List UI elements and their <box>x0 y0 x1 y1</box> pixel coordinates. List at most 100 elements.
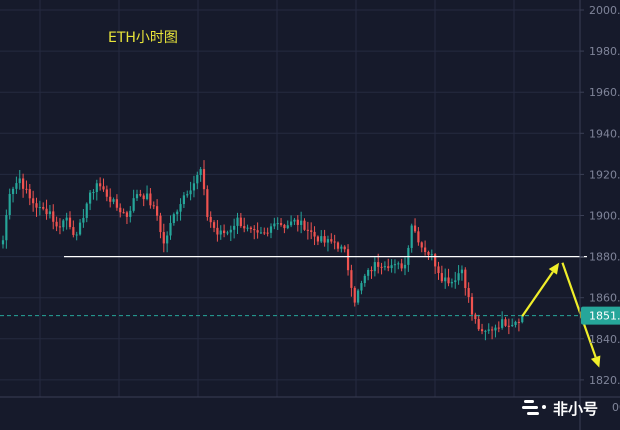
candle-body-down <box>253 228 256 231</box>
candle-body-up <box>501 319 504 328</box>
candle-body-down <box>336 242 340 249</box>
candle-body-down <box>387 266 390 269</box>
candle-body-up <box>494 327 497 331</box>
candle-body-up <box>393 264 397 266</box>
candle-body-down <box>239 217 242 227</box>
candle-body-down <box>480 329 484 332</box>
candle-body-up <box>65 217 68 221</box>
logo-bar <box>522 406 538 409</box>
candle-body-down <box>417 231 420 243</box>
candle-body-down <box>477 319 480 330</box>
candle-body-down <box>303 220 306 230</box>
candle-body-up <box>11 188 15 195</box>
price-axis-label: 1980.0 <box>589 45 620 58</box>
price-axis-label: 2000.0 <box>589 4 620 17</box>
candle-body-up <box>363 275 366 284</box>
candle-body-up <box>450 282 453 284</box>
candle-body-up <box>511 324 514 326</box>
logo-bar <box>527 412 539 415</box>
candle-body-down <box>517 321 520 323</box>
candle-body-up <box>293 219 296 222</box>
trend-arrow-shaft <box>521 271 554 317</box>
candle-body-up <box>410 225 413 248</box>
candle-body-down <box>413 225 417 232</box>
candle-body-up <box>397 263 400 265</box>
candle-body-up <box>246 227 249 229</box>
price-axis-label: 1820.0 <box>589 374 620 387</box>
candle-body-up <box>269 226 273 233</box>
candle-body-up <box>444 277 447 282</box>
candle-body-down <box>310 230 313 232</box>
candle-body-up <box>192 183 196 191</box>
candle-body-down <box>420 242 423 248</box>
candle-body-down <box>507 325 510 327</box>
candle-body-down <box>58 226 62 228</box>
candle-body-up <box>89 192 92 204</box>
candle-body-down <box>434 254 437 267</box>
candle-body-down <box>72 227 75 235</box>
price-axis-label: 1960.0 <box>589 86 620 99</box>
candle-body-up <box>132 198 135 211</box>
candle-body-down <box>149 193 152 206</box>
candle-body-up <box>196 174 199 184</box>
price-axis: 2000.0 1980.0 1960.0 1940.0 1920.0 1900.0 1880… <box>580 4 620 387</box>
candle-body-down <box>316 236 319 242</box>
logo-bar <box>524 400 534 403</box>
candle-body-down <box>504 319 507 326</box>
price-axis-label: 1860.0 <box>589 292 620 305</box>
candle-body-down <box>491 329 494 331</box>
candle-body-up <box>219 230 222 235</box>
candle-body-up <box>373 262 376 272</box>
candle-body-down <box>333 241 336 243</box>
candle-body-up <box>383 266 386 268</box>
candle-body-down <box>152 205 155 207</box>
candle-body-up <box>487 329 490 331</box>
candle-body-up <box>403 264 407 269</box>
candle-body-up <box>95 183 98 193</box>
candle-body-up <box>176 211 179 215</box>
candle-body-up <box>75 234 78 236</box>
candle-body-down <box>447 277 450 284</box>
candle-body-down <box>283 224 286 229</box>
candle-body-down <box>32 198 35 204</box>
candle-body-down <box>109 196 112 202</box>
candle-body-up <box>290 221 293 226</box>
candle-body-up <box>169 222 172 236</box>
feixiaohao-logo-icon <box>522 400 546 415</box>
watermark-text: 非小号 <box>553 400 598 418</box>
candle-body-down <box>52 211 55 222</box>
candle-body-down <box>313 231 316 237</box>
candle-body-up <box>229 229 232 233</box>
candle-body-up <box>460 269 464 274</box>
candle-body-down <box>279 223 283 225</box>
candle-body-up <box>1 240 5 245</box>
candle-body-up <box>430 254 433 256</box>
candle-body-down <box>45 208 48 215</box>
candle-body-down <box>370 270 373 272</box>
candle-body-down <box>424 247 427 252</box>
candle-body-down <box>470 296 474 315</box>
candle-body-up <box>78 222 82 235</box>
candle-body-down <box>119 207 122 213</box>
candle-body-up <box>226 232 229 234</box>
candle-body-down <box>28 189 31 199</box>
candle-body-down <box>122 212 125 214</box>
candle-body-down <box>216 227 219 235</box>
candle-body-down <box>202 169 206 190</box>
candle-body-up <box>259 232 263 234</box>
candle-body-up <box>199 169 202 175</box>
candle-body-down <box>159 215 162 233</box>
candle-body-up <box>514 321 517 325</box>
candle-body-down <box>105 189 108 197</box>
candle-body-down <box>440 273 443 282</box>
price-axis-label: 1900.0 <box>589 210 620 223</box>
candle-body-up <box>457 273 460 281</box>
candle-body-down <box>306 229 309 231</box>
candle-body-down <box>263 232 266 234</box>
candle-body-down <box>400 263 403 269</box>
candle-body-up <box>85 203 88 218</box>
trend-arrows <box>521 262 601 368</box>
candle-body-down <box>22 178 25 189</box>
candle-body-up <box>340 246 343 249</box>
